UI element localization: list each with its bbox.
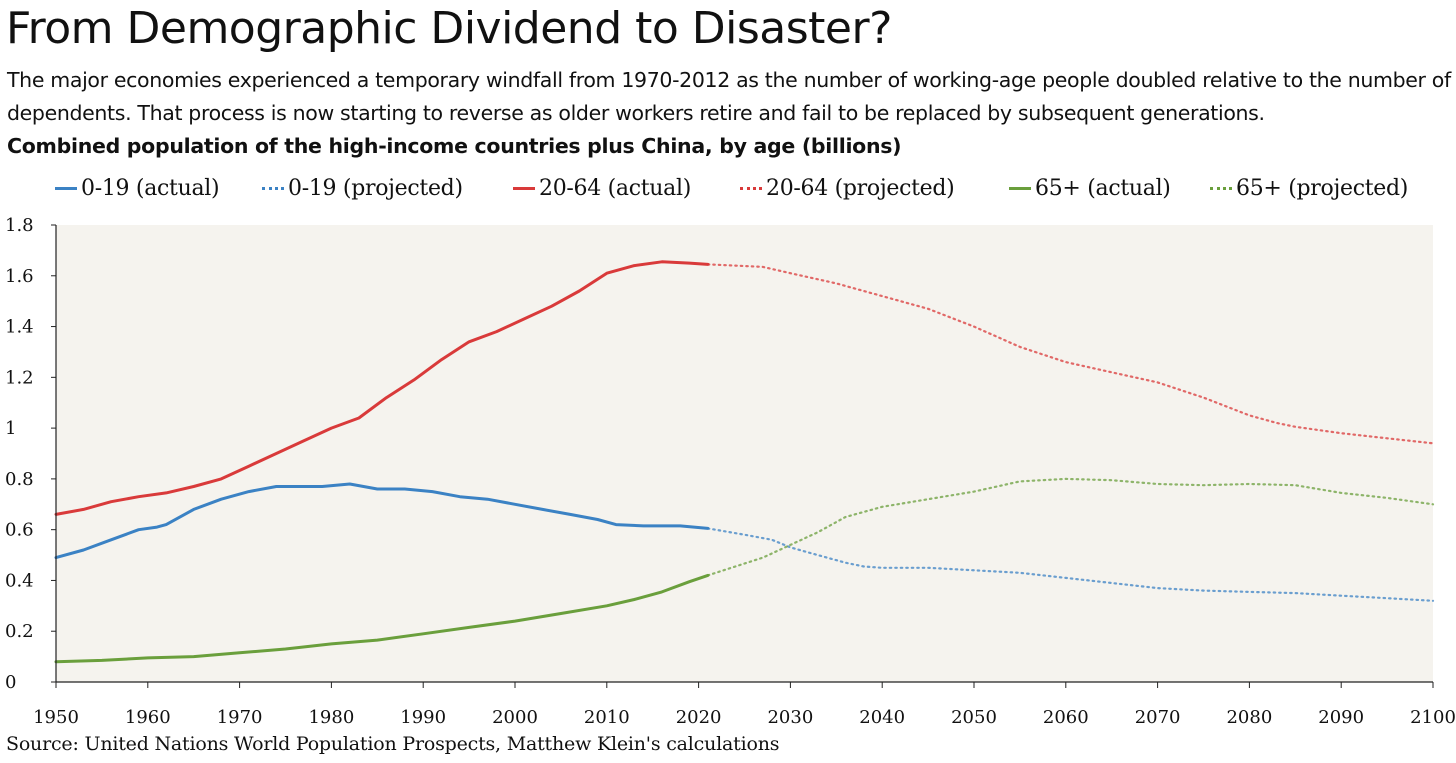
series-layer	[54, 260, 1435, 664]
y-tick-label: 1.8	[5, 215, 34, 236]
legend-item-0-19-projected[interactable]: 0-19 (projected)	[262, 172, 463, 204]
x-tick-label: 1950	[33, 707, 79, 728]
legend-item-20-64-actual[interactable]: 20-64 (actual)	[513, 172, 691, 204]
chart-title: From Demographic Dividend to Disaster?	[6, 3, 892, 54]
series-line-20-64-projected	[706, 263, 1435, 445]
x-tick-label: 1960	[125, 707, 171, 728]
y-tick-layer: 0 0.2 0.4 0.6 0.8 1 1.2 1.4 1.6 1.8	[5, 215, 56, 693]
series-line-20-64-actual	[54, 260, 710, 516]
legend-label: 65+ (projected)	[1236, 175, 1409, 201]
legend-swatch-65-projected	[1210, 186, 1232, 190]
legend-swatch-0-19-actual	[55, 186, 77, 190]
y-tick-label: 1.4	[5, 317, 34, 338]
y-tick-label: 0.2	[5, 621, 34, 642]
plot-area	[56, 225, 1433, 682]
x-tick-label: 2040	[859, 707, 905, 728]
legend-item-65-actual[interactable]: 65+ (actual)	[1009, 172, 1171, 204]
series-line-65-projected	[706, 477, 1435, 577]
chart-subtitle: The major economies experienced a tempor…	[7, 68, 1451, 125]
legend-label: 0-19 (projected)	[288, 175, 463, 201]
y-tick-label: 0.6	[5, 520, 34, 541]
x-tick-label: 2020	[676, 707, 722, 728]
legend-item-20-64-projected[interactable]: 20-64 (projected)	[740, 172, 955, 204]
y-tick-label: 1.6	[5, 266, 34, 287]
legend-swatch-0-19-projected	[262, 186, 284, 190]
x-tick-label: 1990	[400, 707, 446, 728]
legend-swatch-65-actual	[1009, 186, 1031, 190]
legend-swatch-20-64-projected	[740, 186, 762, 190]
y-tick-label: 0.4	[5, 570, 34, 591]
x-tick-label: 2070	[1135, 707, 1181, 728]
x-tick-label: 2010	[584, 707, 630, 728]
legend-swatch-20-64-actual	[513, 186, 535, 190]
x-tick-label: 2100	[1410, 707, 1456, 728]
legend-label: 20-64 (projected)	[766, 175, 955, 201]
legend-label: 0-19 (actual)	[81, 175, 220, 201]
y-tick-label: 1	[5, 418, 16, 439]
legend-label: 65+ (actual)	[1035, 175, 1171, 201]
series-line-65-actual	[54, 573, 710, 664]
x-tick-label: 2000	[492, 707, 538, 728]
legend: 0-19 (actual) 0-19 (projected) 20-64 (ac…	[0, 172, 1456, 204]
chart-heading: Combined population of the high-income c…	[7, 134, 902, 158]
y-tick-label: 1.2	[5, 367, 34, 388]
y-tick-label: 0	[5, 672, 16, 693]
series-line-0-19-projected	[706, 527, 1435, 602]
x-tick-layer: 1950 1960 1970 1980 1990 2000 2010 2020 2030 2040…	[33, 682, 1456, 728]
legend-label: 20-64 (actual)	[539, 175, 691, 201]
legend-item-0-19-actual[interactable]: 0-19 (actual)	[55, 172, 220, 204]
series-line-0-19-actual	[54, 482, 710, 560]
x-tick-label: 1980	[308, 707, 354, 728]
x-tick-label: 2080	[1226, 707, 1272, 728]
x-tick-label: 2030	[767, 707, 813, 728]
x-tick-label: 2090	[1318, 707, 1364, 728]
x-tick-label: 1970	[217, 707, 263, 728]
source-note: Source: United Nations World Population …	[6, 733, 780, 755]
y-tick-label: 0.8	[5, 469, 34, 490]
x-tick-label: 2050	[951, 707, 997, 728]
legend-item-65-projected[interactable]: 65+ (projected)	[1210, 172, 1408, 204]
x-tick-label: 2060	[1043, 707, 1089, 728]
